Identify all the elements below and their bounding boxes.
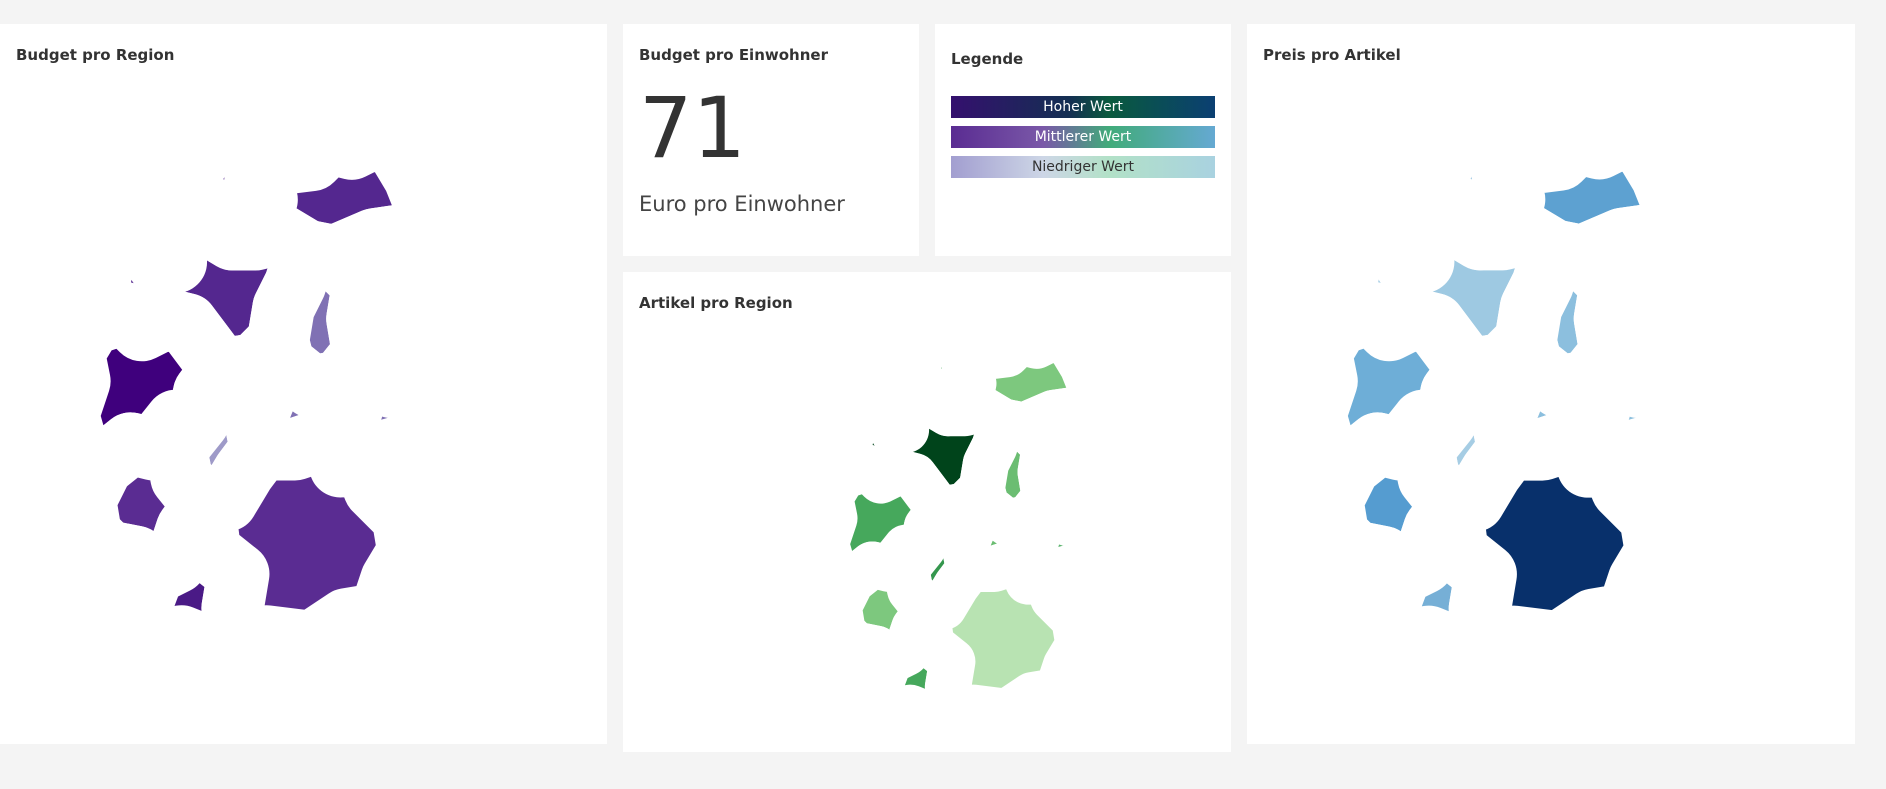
panel-title: Budget pro Region: [16, 46, 175, 64]
budget-region-panel: Budget pro Region: [0, 24, 607, 744]
state-region-hh[interactable]: [187, 182, 278, 271]
legend-label: Hoher Wert: [1043, 99, 1123, 115]
kpi-unit: Euro pro Einwohner: [639, 192, 845, 216]
state-region-hh[interactable]: [1434, 182, 1526, 271]
germany-map-articles: [802, 288, 1128, 740]
state-region-by[interactable]: [1420, 406, 1688, 674]
articles-region-panel: Artikel pro Region: [623, 272, 1231, 752]
panel-title: Legende: [951, 50, 1024, 68]
state-region-hb[interactable]: [1372, 213, 1455, 296]
state-region-be[interactable]: [1593, 264, 1688, 359]
legend-panel: Legende Hoher Wert Mittlerer Wert Niedri…: [935, 24, 1231, 256]
state-region-hb[interactable]: [124, 213, 208, 297]
germany-map-budget: [36, 71, 474, 679]
state-region-hh[interactable]: [914, 370, 982, 437]
legend-label: Niedriger Wert: [1031, 159, 1135, 175]
price-per-article-panel: Preis pro Artikel: [1247, 24, 1855, 744]
state-region-by[interactable]: [903, 537, 1102, 736]
kpi-value: 71: [639, 79, 746, 177]
panel-title: Preis pro Artikel: [1263, 46, 1401, 64]
legend-item-high: Hoher Wert: [951, 96, 1215, 118]
state-region-be[interactable]: [346, 264, 440, 359]
budget-per-resident-panel: Budget pro Einwohner 71 Euro pro Einwohn…: [623, 24, 919, 256]
panel-title: Budget pro Einwohner: [639, 46, 828, 64]
legend-label: Mittlerer Wert: [1034, 129, 1132, 145]
legend-item-medium: Mittlerer Wert: [951, 126, 1215, 148]
germany-map-price: [1283, 71, 1722, 680]
state-region-be[interactable]: [1032, 432, 1102, 502]
state-region-by[interactable]: [173, 406, 440, 674]
state-region-hb[interactable]: [868, 394, 930, 456]
legend-item-low: Niedriger Wert: [951, 156, 1215, 178]
panel-title: Artikel pro Region: [639, 294, 793, 312]
